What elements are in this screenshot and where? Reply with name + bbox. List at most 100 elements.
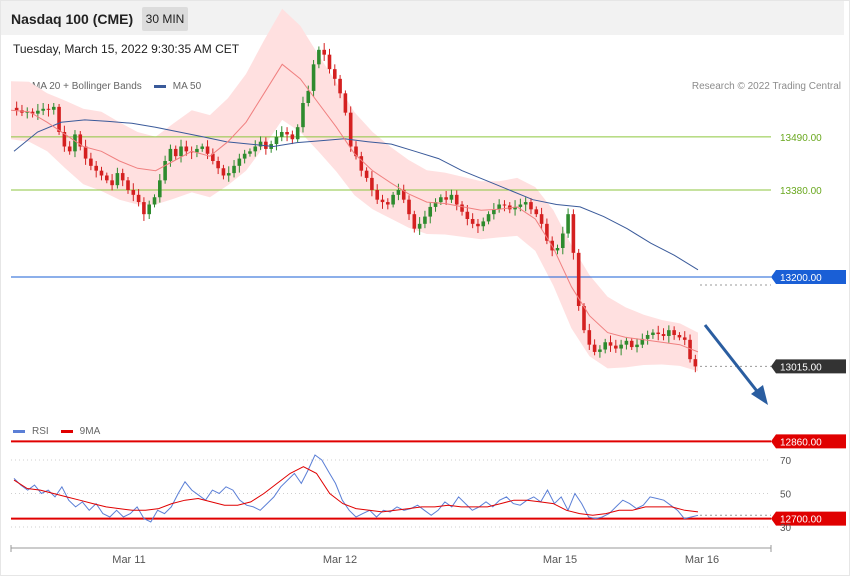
candle-body [25,111,30,113]
candle-body [380,199,385,203]
level-label-13380.00: 13380.00 [780,186,822,197]
candle-body [401,190,406,200]
candle-body [608,342,613,346]
candle-body [338,78,342,94]
ma20-line [10,63,699,353]
level-tag-13015.00: 13015.00 [771,359,846,374]
candle-body [311,64,316,91]
candle-body [661,334,666,336]
candle-body [78,134,83,147]
candle-body [449,194,454,200]
candle-body [592,344,597,352]
candle-body [221,168,226,176]
candle-body [131,190,136,195]
candle-body [672,330,676,335]
candle-body [184,146,189,152]
candle-body [513,206,517,210]
candle-body [476,223,480,227]
candle-body [492,209,496,215]
legend-9ma-label: 9MA [79,426,101,437]
candle-body [624,340,629,345]
level-label-13015.00: 13015.00 [780,362,822,373]
ma50-line [13,119,699,271]
candle-body [142,202,146,215]
candle-body [242,153,247,159]
candle-body [645,335,650,339]
rsi-legend: RSI 9MA [13,426,112,437]
candle-body [423,216,427,224]
legend-9ma-swatch [60,430,73,433]
candle-body [290,134,295,140]
candle-body [136,194,141,203]
candle-body [147,204,152,215]
legend-ma50-label: MA 50 [172,81,202,92]
level-label-13490.00: 13490.00 [780,133,822,144]
candle-body [216,161,220,169]
candle-body [635,344,639,348]
candle-body [481,221,486,227]
candle-body [364,170,369,178]
candle-body [348,112,353,147]
candle-body [502,204,507,206]
candle-body [46,108,51,110]
rsi-series-RSI [13,454,699,523]
level-tag-12860.00: 12860.00 [771,434,846,449]
candle-body [470,219,475,224]
candle-body [428,206,433,217]
candle-body [391,194,395,205]
candle-body [89,158,93,166]
x-tick-label: Mar 11 [112,554,145,566]
candle-body [200,146,205,149]
candle-body [539,214,544,224]
candle-body [163,161,167,181]
candle-body [386,202,390,205]
candle-body [179,146,183,157]
date-line: Tuesday, March 15, 2022 9:30:35 AM CET [13,42,240,56]
candle-body [359,156,364,171]
candle-body [444,197,448,200]
legend-ma50: MA 50 [153,81,202,92]
rsi-tick-label: 30 [780,523,792,534]
candle-body [497,204,501,210]
candle-body [566,214,570,234]
candle-body [226,173,231,176]
candle-body [67,146,72,152]
candle-body [14,107,19,111]
candle-body [99,170,104,176]
candle-body [30,111,35,114]
candle-body [36,110,40,114]
level-label-13200.00: 13200.00 [780,273,822,284]
chart-header: Nasdaq 100 (CME) 30 MIN [1,1,844,35]
legend-rsi-swatch [13,430,25,433]
level-tag-bg [771,434,846,449]
candle-body [603,342,608,350]
candle-body [295,127,300,140]
candle-body [534,209,539,215]
candle-body [317,49,321,65]
candle-body [412,214,417,229]
candle-body [211,153,215,161]
candle-body [667,330,671,336]
candle-body [115,173,120,186]
instrument-title: Nasdaq 100 (CME) [11,11,134,27]
candle-body [370,177,374,190]
candle-body [465,211,470,219]
candle-body [518,204,523,207]
candle-body [545,223,549,241]
timeframe-button[interactable]: 30 MIN [142,7,188,31]
candle-body [57,106,61,132]
candle-body [173,148,178,157]
candle-body [41,108,45,111]
candle-body [598,349,602,352]
candle-body [576,252,581,306]
candle-body [322,49,326,55]
candle-body [205,146,210,154]
candle-body [94,165,98,171]
candle-body [285,132,289,135]
candle-body [152,197,157,205]
candle-body [274,136,279,145]
candle-body [454,194,459,205]
candle-body [158,180,162,198]
candle-body [582,306,586,331]
